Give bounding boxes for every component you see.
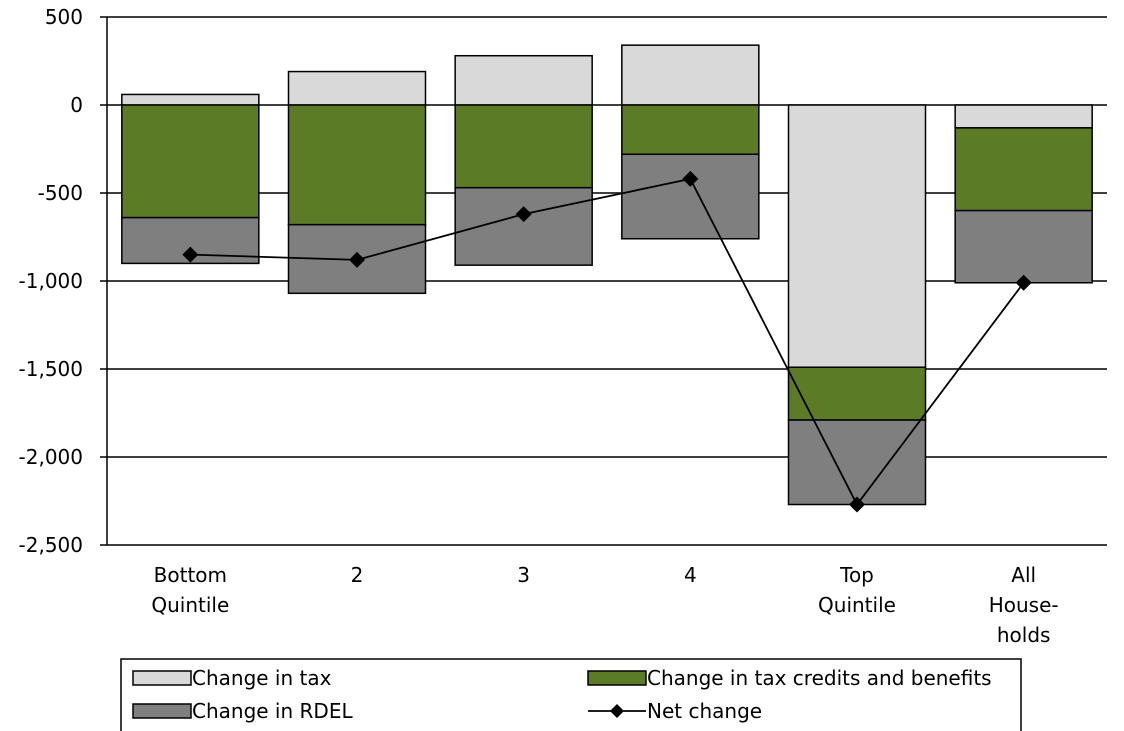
axes <box>100 16 108 546</box>
y-tick-label: -500 <box>38 181 83 205</box>
bar-change-in-rdel-4 <box>787 419 927 506</box>
net-change-polyline <box>190 177 1025 507</box>
net-change-point-1 <box>349 251 365 268</box>
bar-change-in-tax-4 <box>787 104 927 368</box>
legend-label-net-change: Net change <box>647 699 762 723</box>
bar-change-in-tax-5 <box>954 104 1093 129</box>
x-category-label: 4 <box>684 563 697 587</box>
legend-swatch-change-in-tax <box>132 670 192 686</box>
x-category-label: Quintile <box>818 593 896 617</box>
legend: Change in tax Change in tax credits and b… <box>120 658 1022 731</box>
bars <box>121 44 1093 506</box>
net-change-point-0 <box>182 246 199 263</box>
x-category-label: Quintile <box>151 593 229 617</box>
y-tick-label: 0 <box>70 93 83 117</box>
bar-change-in-tax-credits-and-benefits-2 <box>454 104 593 189</box>
gridlines <box>107 16 1107 546</box>
bar-change-in-tax-1 <box>287 70 427 106</box>
legend-swatch-change-in-rdel <box>132 703 192 719</box>
y-tick-label: -1,000 <box>19 269 83 293</box>
y-tick-label: -2,000 <box>19 445 83 469</box>
x-category-labels: Bottom Quintile 2 3 4 Top Quintile All House-hol… <box>151 563 1058 647</box>
net-change-point-3 <box>682 170 699 187</box>
bar-change-in-tax-0 <box>121 93 260 106</box>
y-tick-label: -1,500 <box>19 357 83 381</box>
legend-box <box>120 658 1022 731</box>
legend-label-change-in-rdel: Change in RDEL <box>192 699 353 723</box>
legend-swatch-marker-net-change <box>610 704 624 718</box>
net-change-point-4 <box>849 496 865 513</box>
x-category-label: All <box>1011 563 1036 587</box>
legend-label-change-in-tax-credits-and-benefits: Change in tax credits and benefits <box>647 666 992 690</box>
bar-change-in-tax-credits-and-benefits-3 <box>621 104 760 156</box>
legend-label-change-in-tax: Change in tax <box>192 666 332 690</box>
x-category-label: holds <box>997 623 1051 647</box>
bar-change-in-tax-credits-and-benefits-1 <box>287 104 427 226</box>
bar-change-in-tax-3 <box>621 44 760 106</box>
x-category-label: 2 <box>351 563 364 587</box>
x-category-label: 3 <box>517 563 530 587</box>
x-category-label: House- <box>989 593 1059 617</box>
bar-change-in-rdel-5 <box>954 209 1093 284</box>
x-category-label: Bottom <box>154 563 227 587</box>
bar-change-in-tax-credits-and-benefits-4 <box>787 366 927 421</box>
net-change-point-2 <box>515 206 532 223</box>
bar-change-in-tax-2 <box>454 54 593 106</box>
y-tick-labels: 500 0 -500 -1,000 -1,500 -2,000 -2,500 <box>19 5 83 557</box>
y-tick-label: -2,500 <box>19 533 83 557</box>
bar-change-in-tax-credits-and-benefits-0 <box>121 104 260 219</box>
bar-change-in-rdel-3 <box>621 153 760 240</box>
bar-change-in-tax-credits-and-benefits-5 <box>954 127 1093 212</box>
y-tick-label: 500 <box>45 5 83 29</box>
net-change-point-5 <box>1015 274 1032 291</box>
legend-swatch-change-in-tax-credits-and-benefits <box>587 670 647 686</box>
x-category-label: Top <box>839 563 874 587</box>
net-change-line <box>182 170 1032 513</box>
